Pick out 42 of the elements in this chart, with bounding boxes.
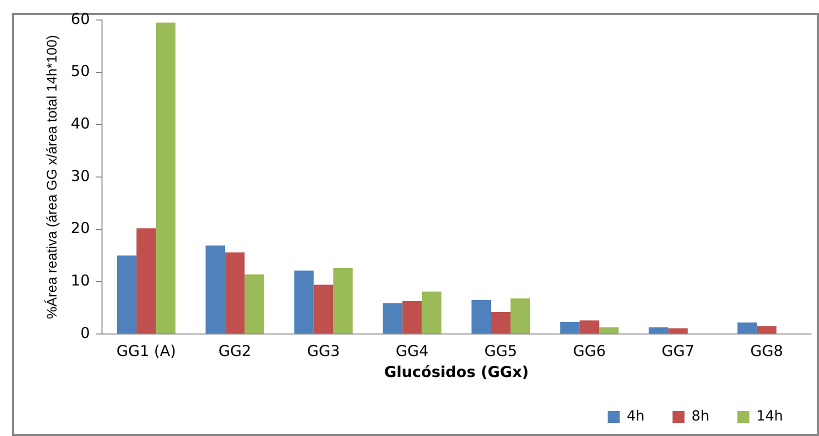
bar bbox=[599, 327, 619, 334]
x-tick-label: GG2 bbox=[218, 342, 252, 360]
bar bbox=[402, 301, 422, 334]
bar bbox=[225, 252, 245, 334]
bar bbox=[156, 22, 176, 334]
bar bbox=[737, 322, 757, 334]
y-axis-title: %Área reativa (área GG x/área total 14h*100) bbox=[43, 34, 60, 320]
y-tick-label: 20 bbox=[70, 219, 90, 238]
x-tick-label: GG8 bbox=[750, 342, 784, 360]
bar bbox=[560, 322, 580, 334]
bar bbox=[333, 268, 353, 334]
x-tick-label: GG5 bbox=[484, 342, 518, 360]
bar bbox=[294, 270, 314, 334]
bar bbox=[382, 303, 402, 334]
x-tick-label: GG7 bbox=[662, 342, 694, 360]
x-tick-label: GG3 bbox=[307, 342, 340, 360]
bar bbox=[668, 328, 688, 334]
legend-label: 14h bbox=[756, 408, 783, 425]
x-tick-label: GG6 bbox=[573, 342, 606, 360]
x-tick-label: GG4 bbox=[396, 342, 429, 360]
bar bbox=[756, 326, 776, 334]
bar bbox=[580, 320, 600, 334]
bar bbox=[116, 256, 136, 334]
bar bbox=[136, 228, 156, 334]
y-tick-label: 10 bbox=[70, 272, 90, 290]
bar bbox=[422, 292, 442, 334]
bar bbox=[510, 298, 530, 334]
bar bbox=[244, 274, 264, 334]
bar bbox=[206, 246, 226, 334]
bar bbox=[491, 312, 511, 334]
bar bbox=[314, 284, 334, 334]
y-tick-label: 0 bbox=[80, 324, 90, 342]
bar bbox=[648, 327, 668, 334]
y-tick-label: 30 bbox=[70, 166, 90, 185]
y-tick-label: 60 bbox=[70, 10, 90, 28]
x-tick-label: GG1 (A) bbox=[116, 342, 176, 360]
legend-label: 4h bbox=[626, 408, 645, 425]
legend-label: 8h bbox=[692, 408, 710, 425]
y-tick-label: 50 bbox=[70, 62, 90, 80]
x-axis-title: Glucósidos (GGx) bbox=[384, 362, 529, 381]
bar bbox=[472, 300, 492, 334]
y-tick-label: 40 bbox=[70, 114, 90, 133]
